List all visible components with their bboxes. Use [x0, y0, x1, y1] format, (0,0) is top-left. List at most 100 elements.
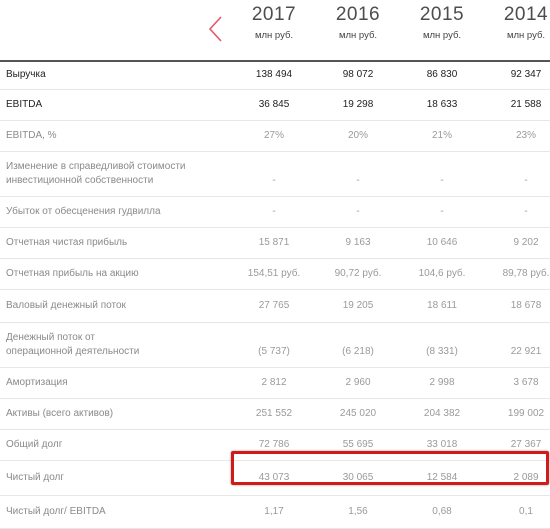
row-label: Убыток от обесценения гудвилла [6, 205, 161, 219]
row-label-line: Убыток от обесценения гудвилла [6, 206, 161, 217]
row-value: 36 845 [258, 99, 290, 110]
row-label-line: Изменение в справедливой стоимости [6, 161, 186, 172]
row-label: Активы (всего активов) [6, 407, 113, 421]
year-label: 2017 [251, 4, 297, 25]
table-row: Отчетная прибыль на акцию 154,51 руб. 90,7… [0, 259, 550, 290]
row-value: 19 205 [342, 300, 374, 311]
row-value: 2 998 [429, 377, 455, 388]
row-label: Выручка [6, 68, 46, 82]
table-row: Чистый долг/ EBITDA 1,17 1,56 0,68 0,1 [0, 496, 550, 529]
header-divider [0, 60, 550, 62]
row-value: - [356, 175, 360, 186]
row-value: 204 382 [423, 408, 461, 419]
row-value: 104,6 руб. [418, 268, 466, 279]
row-value: 199 002 [507, 408, 545, 419]
table-row: Изменение в справедливой стоимости инвест… [0, 152, 550, 197]
row-value: 72 786 [258, 439, 290, 450]
row-value: - [356, 206, 360, 217]
row-value: 20% [347, 130, 368, 141]
year-column-2014: 2014 млн руб. [484, 4, 550, 41]
row-value: - [524, 206, 528, 217]
row-label: Отчетная чистая прибыль [6, 236, 127, 250]
row-value: 18 633 [426, 99, 458, 110]
row-value: 154,51 руб. [247, 268, 301, 279]
row-value: 10 646 [426, 237, 458, 248]
row-value: 9 163 [345, 237, 371, 248]
table-header: 2017 млн руб. 2016 млн руб. 2015 млн руб… [0, 0, 550, 60]
row-value: - [440, 175, 444, 186]
row-value: 251 552 [255, 408, 293, 419]
row-label-line: Выручка [6, 69, 46, 80]
row-label: Чистый долг/ EBITDA [6, 505, 106, 519]
row-label-line: Активы (всего активов) [6, 408, 114, 419]
year-label: 2015 [419, 4, 465, 25]
row-value: 33 018 [426, 439, 458, 450]
row-label: Изменение в справедливой стоимости инвест… [6, 160, 186, 188]
row-value: 138 494 [255, 69, 293, 80]
row-value: 98 072 [342, 69, 374, 80]
row-value: 86 830 [426, 69, 458, 80]
table-row: Общий долг 72 786 55 695 33 018 27 367 [0, 430, 550, 461]
row-value: 1,17 [264, 506, 284, 517]
unit-label: млн руб. [422, 30, 462, 41]
row-value: 18 678 [510, 300, 542, 311]
row-label: Общий долг [6, 438, 62, 452]
row-value: 22 921 [510, 346, 542, 357]
row-value: 43 073 [258, 472, 290, 483]
row-value: 2 089 [513, 472, 539, 483]
row-value: - [524, 175, 528, 186]
row-value: 89,78 руб. [502, 268, 550, 279]
table-row: EBITDA, % 27% 20% 21% 23% [0, 121, 550, 152]
row-value: 9 202 [513, 237, 539, 248]
row-value: 15 871 [258, 237, 290, 248]
row-label: EBITDA, % [6, 129, 57, 143]
row-value: 1,56 [348, 506, 368, 517]
year-column-2016: 2016 млн руб. [316, 4, 400, 41]
row-value: 92 347 [510, 69, 542, 80]
row-label-line: Общий долг [6, 439, 63, 450]
row-value: 55 695 [342, 439, 374, 450]
table-row: EBITDA 36 845 19 298 18 633 21 588 [0, 90, 550, 121]
row-value: - [272, 206, 276, 217]
row-label: Валовый денежный поток [6, 299, 126, 313]
row-label-line: Амортизация [6, 377, 68, 388]
row-label-line: Отчетная чистая прибыль [6, 237, 128, 248]
table-row: Убыток от обесценения гудвилла - - - - [0, 197, 550, 228]
row-value: 245 020 [339, 408, 377, 419]
row-value: 21 588 [510, 99, 542, 110]
row-value: 30 065 [342, 472, 374, 483]
unit-label: млн руб. [338, 30, 378, 41]
table-row: Валовый денежный поток 27 765 19 205 18 611… [0, 290, 550, 323]
row-value: 21% [431, 130, 452, 141]
unit-label: млн руб. [506, 30, 546, 41]
row-label-line: инвестиционной собственности [6, 175, 154, 186]
row-label-line: Отчетная прибыль на акцию [6, 268, 139, 279]
row-value: 12 584 [426, 472, 458, 483]
table-row: Выручка 138 494 98 072 86 830 92 347 [0, 61, 550, 90]
row-label-line: EBITDA [6, 99, 43, 110]
row-value: 2 812 [261, 377, 287, 388]
row-value: 2 960 [345, 377, 371, 388]
row-value: - [440, 206, 444, 217]
row-value: 0,1 [519, 506, 533, 517]
year-column-2015: 2015 млн руб. [400, 4, 484, 41]
row-label-line: Чистый долг [6, 472, 65, 483]
unit-label: млн руб. [254, 30, 294, 41]
row-value: (6 218) [342, 346, 374, 357]
row-label-line: Чистый долг/ EBITDA [6, 506, 106, 517]
row-value: 27 765 [258, 300, 290, 311]
row-value: (8 331) [426, 346, 458, 357]
table-row: Отчетная чистая прибыль 15 871 9 163 10 646… [0, 228, 550, 259]
row-value: 27 367 [510, 439, 542, 450]
row-label-line: Валовый денежный поток [6, 300, 126, 311]
row-label-line: Денежный поток от [6, 332, 95, 343]
previous-arrow-icon[interactable] [203, 14, 229, 44]
table-row: Чистый долг 43 073 30 065 12 584 2 089 [0, 461, 550, 496]
row-label: Амортизация [6, 376, 68, 390]
row-value: - [272, 175, 276, 186]
row-value: 19 298 [342, 99, 374, 110]
row-value: (5 737) [258, 346, 290, 357]
row-value: 18 611 [427, 300, 457, 311]
row-value: 0,68 [432, 506, 452, 517]
row-value: 3 678 [513, 377, 539, 388]
